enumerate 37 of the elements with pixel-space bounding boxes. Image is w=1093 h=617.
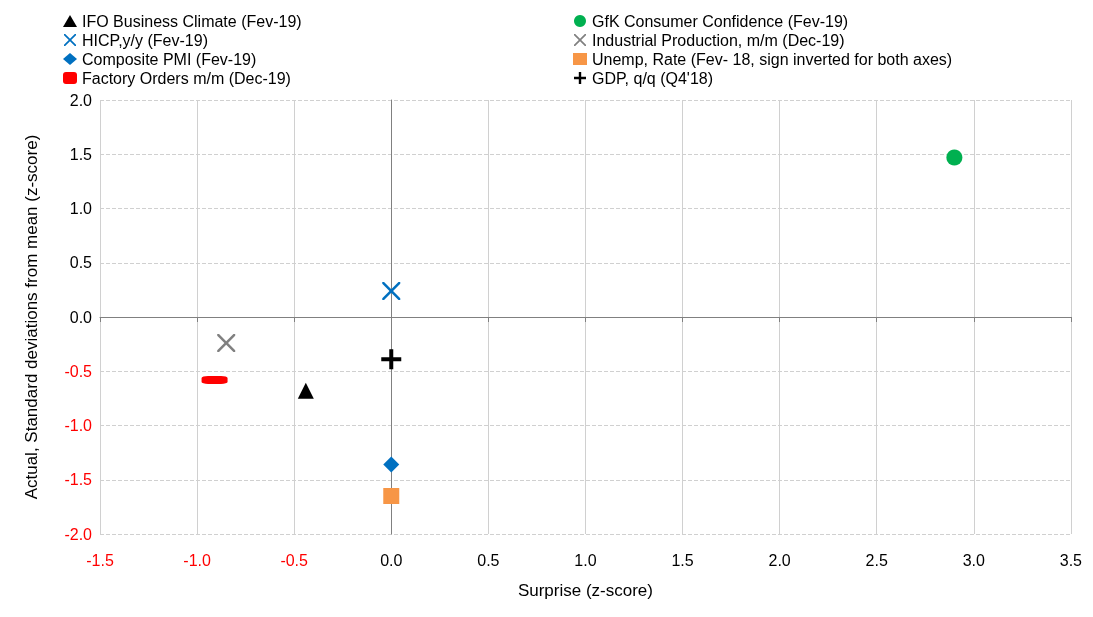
y-tick-label: -0.5	[64, 362, 93, 380]
legend-label: Factory Orders m/m (Dec-19)	[82, 69, 291, 87]
x-tick-label: 0.0	[380, 551, 403, 569]
y-tick-label: -1.5	[64, 471, 93, 489]
x-tick-label: -1.5	[86, 551, 114, 569]
legend-label: Unemp, Rate (Fev- 18, sign inverted for both axes)	[592, 50, 953, 68]
x-tick-label: 1.5	[671, 551, 694, 569]
point	[383, 456, 400, 473]
point	[383, 488, 400, 505]
legend-label: IFO Business Climate (Fev-19)	[82, 12, 302, 30]
x-tick-label: 3.5	[1059, 551, 1083, 569]
point	[381, 349, 402, 370]
point	[217, 334, 236, 353]
y-tick-label: 0.5	[69, 254, 93, 272]
legend-label: GDP, q/q (Q4'18)	[592, 69, 714, 87]
point	[297, 382, 314, 399]
legend-label: Composite PMI (Fev-19)	[82, 50, 257, 68]
y-tick-label: -1.0	[64, 417, 93, 434]
y-tick-label: 1.5	[69, 145, 93, 163]
x-tick-label: 3.0	[962, 551, 986, 569]
legend-label: HICP,y/y (Fev-19)	[82, 31, 208, 49]
legend-label: Industrial Production, m/m (Dec-19)	[592, 31, 845, 49]
y-axis-title: Actual, Standard deviations from mean (z-score)	[22, 134, 41, 500]
x-tick-label: 1.0	[574, 551, 597, 569]
x-tick-label: 2.0	[768, 551, 791, 569]
x-tick-label: 0.5	[477, 551, 500, 569]
point	[382, 281, 401, 300]
y-tick-label: 0.0	[69, 308, 93, 326]
y-tick-label: 2.0	[69, 91, 93, 109]
point	[946, 149, 963, 166]
y-tick-label: 1.0	[69, 200, 93, 217]
x-tick-label: 2.5	[865, 551, 888, 569]
y-tick-label: -2.0	[64, 525, 93, 543]
x-tick-label: -1.0	[183, 551, 211, 569]
x-tick-label: -0.5	[280, 551, 309, 569]
legend-label: GfK Consumer Confidence (Fev-19)	[592, 12, 849, 30]
x-axis-title: Surprise (z-score)	[517, 581, 653, 600]
